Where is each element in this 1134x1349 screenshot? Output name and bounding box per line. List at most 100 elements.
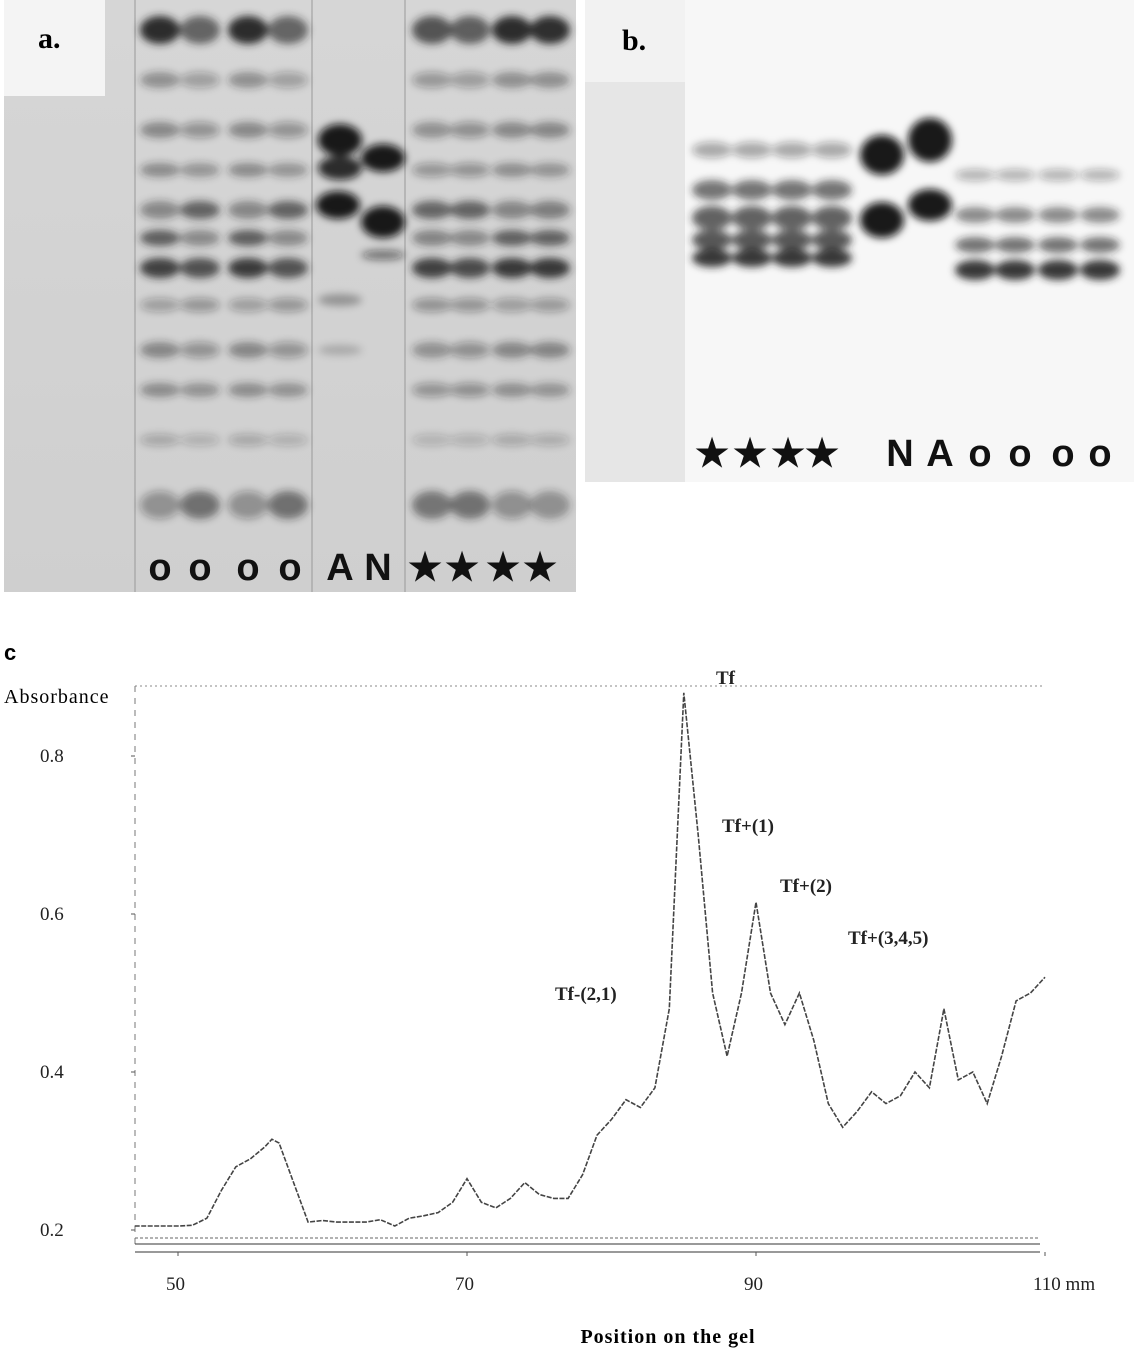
x-tick-label: 70: [455, 1274, 474, 1295]
gel-band: [228, 383, 268, 397]
gel-band: [140, 201, 180, 219]
gel-band: [530, 163, 570, 177]
gel-band: [692, 249, 732, 267]
gel-band: [492, 491, 532, 519]
gel-band: [732, 180, 772, 200]
x-axis-label: Position on the gel: [580, 1326, 755, 1348]
gel-band: [732, 142, 772, 158]
gel-band: [180, 72, 220, 88]
lane-label: N: [364, 547, 391, 589]
gel-band: [228, 298, 268, 312]
gel-band: [140, 491, 180, 519]
gel-band: [412, 383, 452, 397]
gel-band: [140, 434, 180, 446]
gel-band: [530, 342, 570, 358]
gel-band: [812, 206, 852, 230]
gel-band: [140, 163, 180, 177]
peak-annotation: Tf-(2,1): [555, 984, 617, 1005]
gel-band: [732, 230, 772, 250]
gel-band: [140, 298, 180, 312]
gel-band: [732, 206, 772, 230]
gel-band: [450, 201, 490, 219]
gel-band: [361, 144, 405, 172]
gel-band: [450, 72, 490, 88]
gel-band: [860, 135, 904, 175]
gel-band: [450, 434, 490, 446]
peak-annotation: Tf+(1): [722, 816, 774, 837]
gel-band: [908, 189, 952, 221]
gel-band: [318, 345, 362, 355]
gel-band: [772, 142, 812, 158]
gel-band: [955, 260, 995, 280]
gel-band: [955, 237, 995, 253]
gel-band: [180, 491, 220, 519]
gel-band: [318, 294, 362, 306]
gel-band: [530, 383, 570, 397]
x-tick-label: 90: [744, 1274, 763, 1295]
gel-band: [316, 191, 360, 219]
gel-band: [361, 206, 405, 238]
gel-band: [1080, 169, 1120, 181]
gel-band: [450, 383, 490, 397]
gel-band: [1038, 169, 1078, 181]
gel-band: [530, 298, 570, 312]
gel-band: [530, 72, 570, 88]
gel-band: [268, 72, 308, 88]
lane-label: o: [278, 547, 301, 589]
gel-band: [492, 383, 532, 397]
gel-band: [955, 169, 995, 181]
x-tick-label: 50: [166, 1274, 185, 1295]
gel-band: [268, 122, 308, 138]
gel-band: [492, 434, 532, 446]
label-box: [4, 0, 105, 96]
gel-band: [412, 16, 452, 44]
gel-band: [450, 122, 490, 138]
gel-band: [692, 206, 732, 230]
lane-label: o: [1088, 433, 1111, 475]
gel-band: [1038, 207, 1078, 223]
gel-band: [228, 72, 268, 88]
gel-band: [492, 163, 532, 177]
gel-band: [228, 434, 268, 446]
gel-band: [140, 258, 180, 278]
lane-label: ★: [805, 433, 839, 475]
gel-band: [450, 491, 490, 519]
gel-band: [492, 201, 532, 219]
gel-band: [268, 258, 308, 278]
gel-band: [140, 383, 180, 397]
gel-band: [492, 16, 532, 44]
gel-band: [140, 122, 180, 138]
gel-a: a.: [4, 0, 576, 592]
gel-band: [812, 230, 852, 250]
gel-band: [268, 298, 308, 312]
gel-band: [180, 230, 220, 246]
lane-label: ★: [408, 547, 442, 589]
lane-label: ★: [771, 433, 805, 475]
lane-label: ★: [523, 547, 557, 589]
gel-band: [268, 201, 308, 219]
lane-label: ★: [733, 433, 767, 475]
gel-band: [412, 72, 452, 88]
gel-band: [812, 142, 852, 158]
gel-band: [140, 16, 180, 44]
gel-band: [530, 230, 570, 246]
gel-band: [530, 16, 570, 44]
gel-band: [228, 16, 268, 44]
gel-band: [860, 202, 904, 238]
gel-band: [530, 258, 570, 278]
gel-band: [492, 122, 532, 138]
lane-label: ★: [445, 547, 479, 589]
gel-band: [692, 180, 732, 200]
gel-band: [180, 16, 220, 44]
gel-band: [180, 163, 220, 177]
gel-band: [1080, 207, 1120, 223]
gel-band: [268, 163, 308, 177]
gel-band: [908, 118, 952, 162]
gel-band: [228, 342, 268, 358]
peak-annotation: Tf: [716, 668, 736, 689]
gel-band: [412, 201, 452, 219]
gel-band: [995, 207, 1035, 223]
gel-band: [995, 260, 1035, 280]
gel-band: [1038, 260, 1078, 280]
